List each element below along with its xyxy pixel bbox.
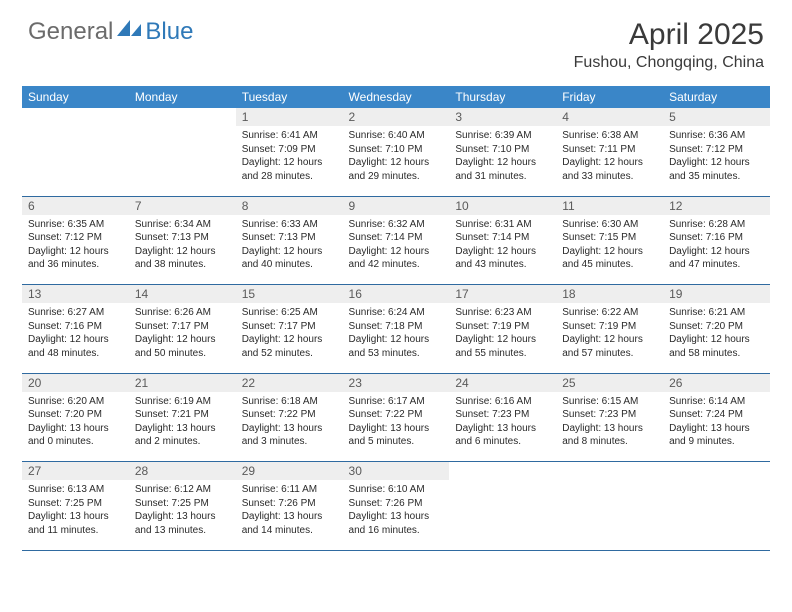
day-number: 4	[556, 108, 663, 126]
day-cell: Sunrise: 6:38 AM Sunset: 7:11 PM Dayligh…	[556, 126, 663, 196]
day-number: 1	[236, 108, 343, 126]
logo: General Blue	[28, 18, 193, 46]
day-header: Friday	[556, 86, 663, 108]
day-cell	[663, 480, 770, 550]
day-number: 26	[663, 373, 770, 392]
day-number: 10	[449, 196, 556, 215]
day-number: 12	[663, 196, 770, 215]
day-number: 28	[129, 462, 236, 481]
calendar-table: Sunday Monday Tuesday Wednesday Thursday…	[22, 86, 770, 551]
day-cell: Sunrise: 6:31 AM Sunset: 7:14 PM Dayligh…	[449, 215, 556, 285]
day-cell: Sunrise: 6:35 AM Sunset: 7:12 PM Dayligh…	[22, 215, 129, 285]
day-content-row: Sunrise: 6:20 AM Sunset: 7:20 PM Dayligh…	[22, 392, 770, 462]
day-cell	[129, 126, 236, 196]
day-number-row: 27282930	[22, 462, 770, 481]
day-cell: Sunrise: 6:26 AM Sunset: 7:17 PM Dayligh…	[129, 303, 236, 373]
day-number: 27	[22, 462, 129, 481]
day-number	[556, 462, 663, 481]
day-number: 7	[129, 196, 236, 215]
logo-text-blue: Blue	[145, 18, 193, 46]
day-number: 3	[449, 108, 556, 126]
logo-sail-icon	[117, 18, 143, 43]
day-number: 23	[343, 373, 450, 392]
day-cell: Sunrise: 6:28 AM Sunset: 7:16 PM Dayligh…	[663, 215, 770, 285]
logo-text-general: General	[28, 18, 113, 46]
day-number-row: 20212223242526	[22, 373, 770, 392]
day-number: 2	[343, 108, 450, 126]
header: General Blue April 2025 Fushou, Chongqin…	[0, 0, 792, 80]
day-number: 11	[556, 196, 663, 215]
day-cell: Sunrise: 6:27 AM Sunset: 7:16 PM Dayligh…	[22, 303, 129, 373]
day-cell: Sunrise: 6:34 AM Sunset: 7:13 PM Dayligh…	[129, 215, 236, 285]
day-number: 20	[22, 373, 129, 392]
day-header: Wednesday	[343, 86, 450, 108]
day-number-row: 13141516171819	[22, 285, 770, 304]
day-cell: Sunrise: 6:32 AM Sunset: 7:14 PM Dayligh…	[343, 215, 450, 285]
day-cell: Sunrise: 6:11 AM Sunset: 7:26 PM Dayligh…	[236, 480, 343, 550]
day-number: 8	[236, 196, 343, 215]
day-number: 13	[22, 285, 129, 304]
day-content-row: Sunrise: 6:13 AM Sunset: 7:25 PM Dayligh…	[22, 480, 770, 550]
day-number: 30	[343, 462, 450, 481]
day-number: 22	[236, 373, 343, 392]
day-header: Monday	[129, 86, 236, 108]
day-number: 24	[449, 373, 556, 392]
day-cell: Sunrise: 6:17 AM Sunset: 7:22 PM Dayligh…	[343, 392, 450, 462]
day-cell: Sunrise: 6:19 AM Sunset: 7:21 PM Dayligh…	[129, 392, 236, 462]
day-cell: Sunrise: 6:14 AM Sunset: 7:24 PM Dayligh…	[663, 392, 770, 462]
day-cell: Sunrise: 6:33 AM Sunset: 7:13 PM Dayligh…	[236, 215, 343, 285]
day-cell: Sunrise: 6:13 AM Sunset: 7:25 PM Dayligh…	[22, 480, 129, 550]
day-number	[129, 108, 236, 126]
day-number: 18	[556, 285, 663, 304]
day-cell: Sunrise: 6:10 AM Sunset: 7:26 PM Dayligh…	[343, 480, 450, 550]
day-cell	[22, 126, 129, 196]
day-cell: Sunrise: 6:22 AM Sunset: 7:19 PM Dayligh…	[556, 303, 663, 373]
day-cell: Sunrise: 6:25 AM Sunset: 7:17 PM Dayligh…	[236, 303, 343, 373]
day-number	[663, 462, 770, 481]
day-cell: Sunrise: 6:12 AM Sunset: 7:25 PM Dayligh…	[129, 480, 236, 550]
day-number: 5	[663, 108, 770, 126]
day-header-row: Sunday Monday Tuesday Wednesday Thursday…	[22, 86, 770, 108]
day-cell: Sunrise: 6:21 AM Sunset: 7:20 PM Dayligh…	[663, 303, 770, 373]
day-cell: Sunrise: 6:41 AM Sunset: 7:09 PM Dayligh…	[236, 126, 343, 196]
month-title: April 2025	[574, 18, 764, 52]
day-cell: Sunrise: 6:39 AM Sunset: 7:10 PM Dayligh…	[449, 126, 556, 196]
day-number: 14	[129, 285, 236, 304]
day-number: 9	[343, 196, 450, 215]
day-cell: Sunrise: 6:30 AM Sunset: 7:15 PM Dayligh…	[556, 215, 663, 285]
day-cell: Sunrise: 6:20 AM Sunset: 7:20 PM Dayligh…	[22, 392, 129, 462]
day-number-row: 12345	[22, 108, 770, 126]
day-content-row: Sunrise: 6:41 AM Sunset: 7:09 PM Dayligh…	[22, 126, 770, 196]
location: Fushou, Chongqing, China	[574, 54, 764, 72]
day-number	[22, 108, 129, 126]
day-number: 29	[236, 462, 343, 481]
day-header: Sunday	[22, 86, 129, 108]
day-number: 17	[449, 285, 556, 304]
day-number: 19	[663, 285, 770, 304]
day-cell: Sunrise: 6:23 AM Sunset: 7:19 PM Dayligh…	[449, 303, 556, 373]
day-cell: Sunrise: 6:40 AM Sunset: 7:10 PM Dayligh…	[343, 126, 450, 196]
day-header: Tuesday	[236, 86, 343, 108]
day-number: 6	[22, 196, 129, 215]
day-header: Thursday	[449, 86, 556, 108]
day-cell: Sunrise: 6:15 AM Sunset: 7:23 PM Dayligh…	[556, 392, 663, 462]
day-number: 16	[343, 285, 450, 304]
day-cell: Sunrise: 6:16 AM Sunset: 7:23 PM Dayligh…	[449, 392, 556, 462]
day-number-row: 6789101112	[22, 196, 770, 215]
day-cell: Sunrise: 6:36 AM Sunset: 7:12 PM Dayligh…	[663, 126, 770, 196]
day-cell	[556, 480, 663, 550]
day-number: 25	[556, 373, 663, 392]
day-content-row: Sunrise: 6:27 AM Sunset: 7:16 PM Dayligh…	[22, 303, 770, 373]
day-cell	[449, 480, 556, 550]
day-number: 21	[129, 373, 236, 392]
title-block: April 2025 Fushou, Chongqing, China	[574, 18, 764, 72]
day-cell: Sunrise: 6:24 AM Sunset: 7:18 PM Dayligh…	[343, 303, 450, 373]
day-content-row: Sunrise: 6:35 AM Sunset: 7:12 PM Dayligh…	[22, 215, 770, 285]
day-cell: Sunrise: 6:18 AM Sunset: 7:22 PM Dayligh…	[236, 392, 343, 462]
day-number	[449, 462, 556, 481]
day-header: Saturday	[663, 86, 770, 108]
day-number: 15	[236, 285, 343, 304]
